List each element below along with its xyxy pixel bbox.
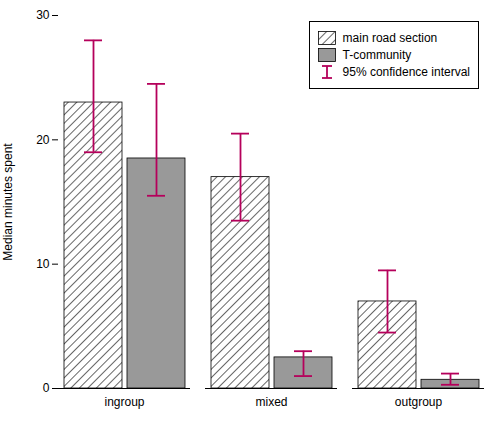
svg-text:0: 0 — [43, 381, 50, 395]
svg-text:10: 10 — [36, 257, 50, 271]
svg-text:30: 30 — [36, 8, 50, 22]
svg-text:20: 20 — [36, 133, 50, 147]
svg-text:ingroup: ingroup — [104, 395, 144, 409]
html-text:main road section: main road section — [342, 31, 438, 45]
svg-text:outgroup: outgroup — [395, 395, 443, 409]
svg-text:mixed: mixed — [255, 395, 287, 409]
html-text:95% confidence interval: 95% confidence interval — [342, 65, 470, 79]
html-text:T-community: T-community — [342, 48, 412, 62]
svg-text:Median minutes spent: Median minutes spent — [1, 143, 15, 261]
